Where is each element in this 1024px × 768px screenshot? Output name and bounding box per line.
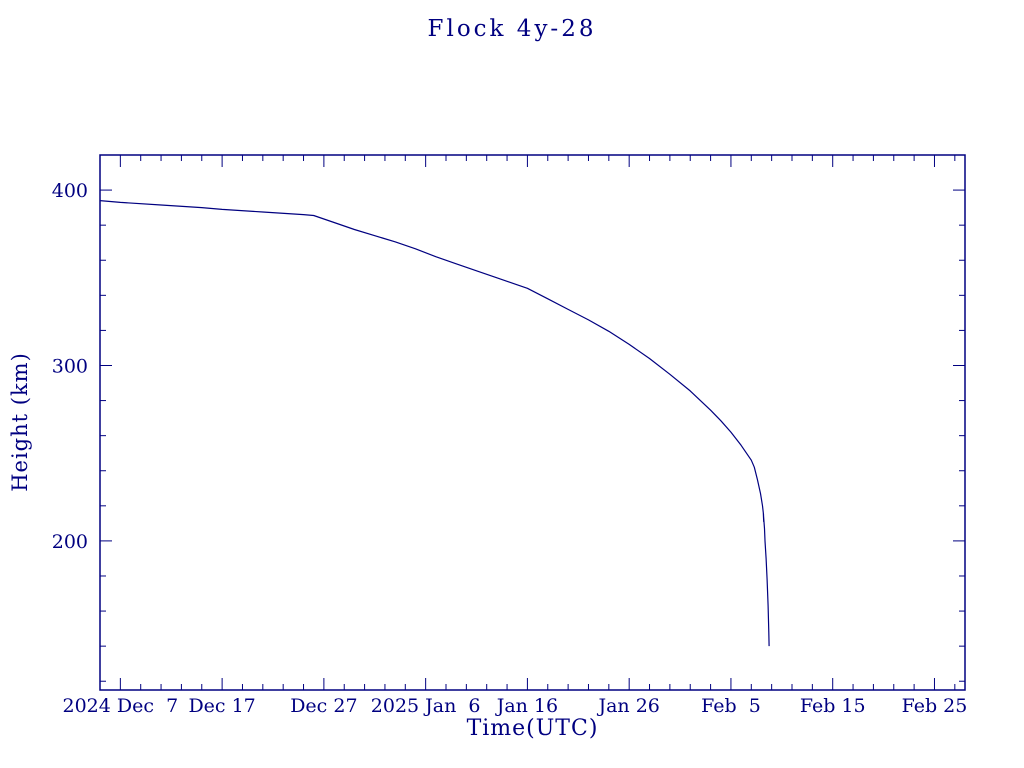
y-tick-label: 200: [52, 531, 88, 553]
x-tick-label: Feb 15: [800, 695, 866, 717]
y-tick-label: 400: [52, 180, 88, 202]
x-tick-label: Feb 5: [701, 695, 761, 717]
chart-title: Flock 4y-28: [427, 16, 597, 42]
x-tick-label: Feb 25: [902, 695, 968, 717]
x-tick-label: Dec 17: [188, 695, 255, 717]
x-tick-label: Jan 26: [596, 695, 659, 717]
x-axis-label: Time(UTC): [466, 716, 599, 741]
x-tick-label: 2024 Dec 7: [63, 695, 179, 717]
y-tick-label: 300: [52, 355, 88, 377]
x-tick-label: Dec 27: [290, 695, 357, 717]
x-tick-label: 2025 Jan 6: [371, 695, 481, 717]
decay-curve: [99, 200, 770, 647]
plot-frame: [99, 154, 966, 691]
x-tick-label: Jan 16: [495, 695, 558, 717]
